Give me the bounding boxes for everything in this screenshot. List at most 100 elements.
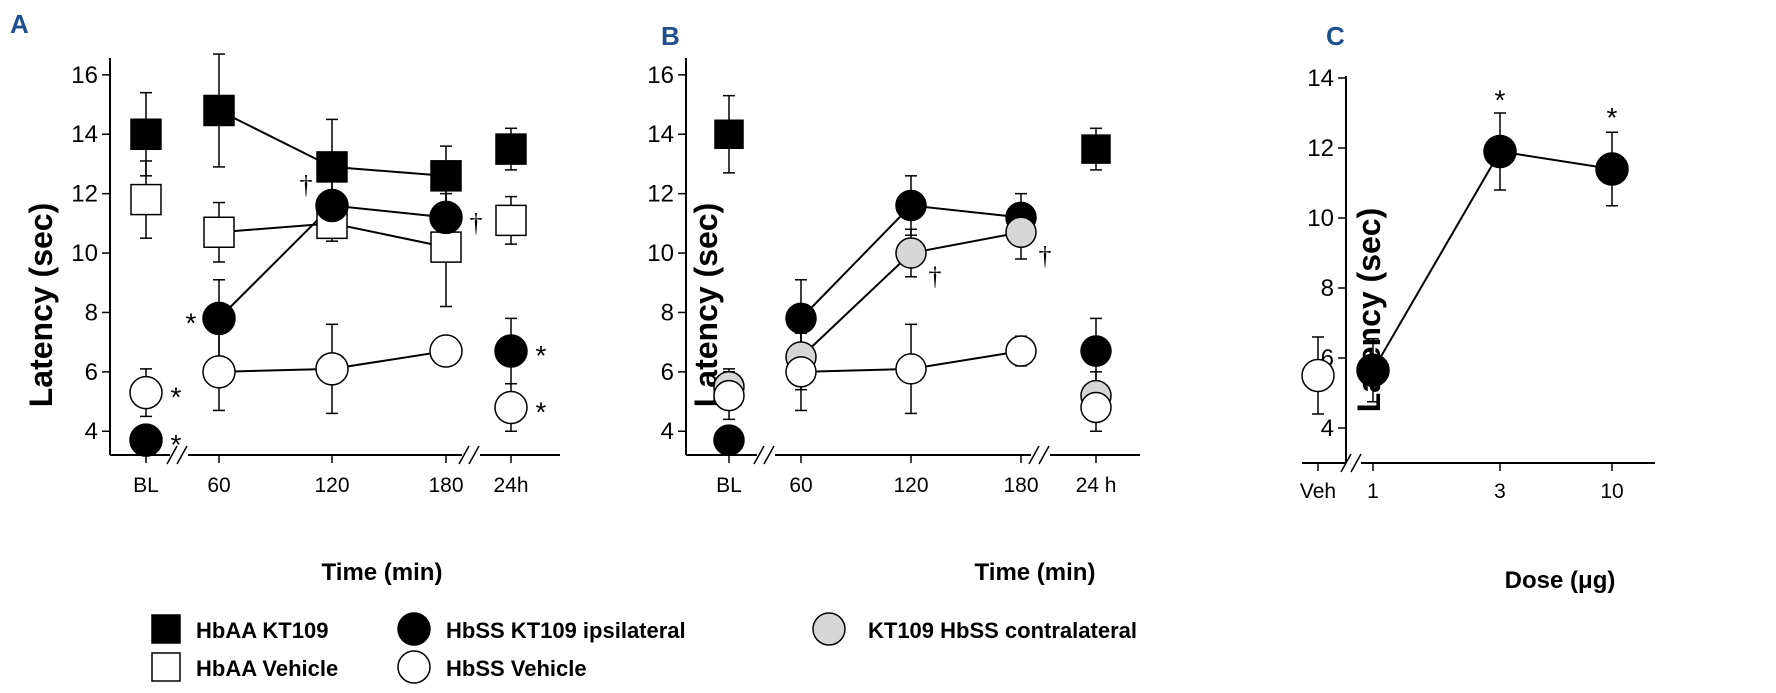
panel-a-point-hbss-kt109-ipsilateral [494, 334, 528, 368]
panel-b-xlabel: Time (min) [975, 559, 1096, 586]
panel-b-ytick-label: 8 [661, 299, 674, 326]
panel-a-point-hbaa-vehicle [430, 231, 462, 263]
panel-a-point-hbaa-vehicle [203, 216, 235, 249]
panel-a-xtick-label: 180 [428, 474, 463, 497]
panel-b-point-kt109-hbss-contralateral [895, 237, 927, 269]
legend-marker-hbss-kt109-ipsilateral [397, 612, 431, 646]
panel-a-point-hbaa-kt109 [203, 94, 235, 127]
panel-a-ylabel: Latency (sec) [23, 203, 59, 408]
panel-a-annotation: * [536, 396, 547, 427]
panel-b-point-hbss-kt109-ipsilateral [1080, 335, 1112, 367]
panel-b-ytick-label: 4 [661, 418, 674, 445]
panel-c-point-kt109 [1483, 134, 1517, 169]
panel-c-axis-break [1340, 453, 1352, 473]
legend-marker-kt109-hbss-contralateral [812, 612, 846, 646]
panel-b-ytick-label: 12 [647, 181, 674, 208]
panel-a-point-hbss-kt109-ipsilateral [202, 301, 236, 336]
panel-c-point-kt109 [1595, 152, 1629, 186]
panel-a-axis-break [176, 445, 188, 465]
panel-a-axis-break [166, 445, 178, 465]
panel-letter-a: A [10, 9, 29, 39]
panel-b-axis-break [1028, 445, 1040, 465]
panel-c-annotation: * [1495, 85, 1506, 116]
panel-b-point-hbaa-kt109 [714, 119, 744, 149]
panel-b-annotation: † [1039, 241, 1052, 270]
panel-a-point-hbss-vehicle [429, 334, 463, 368]
panel-a-xtick-label: 60 [207, 474, 230, 497]
panel-b-annotation: † [929, 262, 942, 291]
panel-b-xtick-label: 60 [789, 474, 812, 497]
panel-a-annotation: † [470, 208, 483, 237]
panel-b-plot: 4 6 8 10 12 14 16 BL 60 120 180 24 h † † [647, 58, 1140, 497]
panel-c-xtick-label: 10 [1600, 480, 1623, 503]
legend-label-kt109-hbss-contralateral: KT109 HbSS contralateral [868, 618, 1137, 643]
panel-c-ytick-label: 8 [1321, 275, 1334, 302]
panel-b-ytick-label: 16 [647, 62, 674, 89]
legend-label-hbss-kt109-ipsilateral: HbSS KT109 ipsilateral [446, 618, 686, 643]
panel-letter-b: B [661, 21, 680, 51]
panel-a-xlabel: Time (min) [322, 559, 443, 586]
panel-c-ytick-label: 12 [1307, 135, 1334, 162]
panel-b-point-hbss-kt109-ipsilateral [713, 424, 745, 456]
panel-b-ylabel: Latency (sec) [688, 203, 724, 408]
panel-b-ytick-label: 14 [647, 121, 674, 148]
panel-a-ytick-label: 10 [71, 240, 98, 267]
panel-b-xtick-label: 180 [1003, 474, 1038, 497]
panel-b-point-hbss-vehicle [1005, 335, 1037, 367]
legend-label-hbaa-vehicle: HbAA Vehicle [196, 656, 338, 681]
panel-a-point-hbss-vehicle [129, 375, 163, 410]
panel-c-ytick-label: 4 [1321, 415, 1334, 442]
panel-a-annotation: † [300, 171, 313, 200]
panel-a-plot: 4 6 8 10 12 14 16 BL 60 120 180 24h * * * † † * * [71, 53, 560, 497]
panel-a-xtick-label: 24h [493, 474, 528, 497]
legend-marker-hbss-vehicle [397, 650, 431, 684]
panel-a-annotation: * [536, 340, 547, 371]
panel-c-point-kt109 [1356, 353, 1390, 387]
panel-b-point-hbss-vehicle [1080, 391, 1112, 424]
panel-a-ytick-label: 14 [71, 121, 98, 148]
panel-b-ytick-label: 10 [647, 240, 674, 267]
panel-c-xlabel: Dose (μg) [1505, 567, 1616, 594]
panel-c-ytick-label: 14 [1307, 65, 1334, 92]
panel-a-ytick-label: 4 [85, 418, 98, 445]
panel-a-annotation: * [171, 429, 182, 460]
panel-c-annotation: * [1607, 102, 1618, 133]
panel-b-axis-break [763, 445, 775, 465]
panel-a-point-hbaa-kt109 [430, 160, 462, 192]
panel-a-point-hbaa-vehicle [495, 204, 527, 237]
panel-a-point-hbaa-kt109 [130, 118, 162, 150]
panel-a-point-hbaa-kt109 [495, 133, 527, 165]
panel-a-annotation: * [186, 307, 197, 338]
panel-b-xtick-label: BL [716, 474, 742, 497]
panel-c-xtick-label: 1 [1367, 480, 1379, 503]
legend: HbAA KT109 HbAA Vehicle HbSS KT109 ipsil… [151, 612, 1137, 684]
panel-a-ytick-label: 12 [71, 181, 98, 208]
panel-b-xtick-label: 120 [893, 474, 928, 497]
panel-a-point-hbss-kt109-ipsilateral [315, 188, 349, 223]
panel-a-annotation: * [171, 382, 182, 413]
panel-a-ytick-label: 16 [71, 62, 98, 89]
panel-a-axis-break [458, 445, 470, 465]
legend-label-hbss-vehicle: HbSS Vehicle [446, 656, 587, 681]
panel-b-point-hbss-vehicle [895, 353, 927, 385]
panel-a-point-hbss-kt109-ipsilateral [129, 423, 163, 457]
panel-a-ytick-label: 8 [85, 299, 98, 326]
panel-a-ytick-label: 6 [85, 359, 98, 386]
panel-b-point-hbss-kt109-ipsilateral [895, 189, 927, 222]
panel-b-axis-break [753, 445, 765, 465]
panel-c-ytick-label: 10 [1307, 205, 1334, 232]
panel-a-point-hbss-kt109-ipsilateral [429, 200, 463, 235]
panel-a-xtick-label: BL [133, 474, 159, 497]
panel-c-xtick-label: 3 [1494, 480, 1506, 503]
panel-a-point-hbss-vehicle [202, 355, 236, 389]
panel-a-xtick-label: 120 [314, 474, 349, 497]
panel-a-point-hbaa-vehicle [130, 183, 162, 216]
panel-b-point-hbss-kt109-ipsilateral [785, 302, 817, 335]
panel-letter-c: C [1326, 21, 1345, 51]
panel-a-point-hbss-vehicle [315, 352, 349, 386]
panel-c-point-vehicle [1301, 358, 1335, 393]
panel-b-point-hbss-vehicle [713, 379, 745, 412]
panel-c-xtick-label: Veh [1300, 480, 1336, 503]
